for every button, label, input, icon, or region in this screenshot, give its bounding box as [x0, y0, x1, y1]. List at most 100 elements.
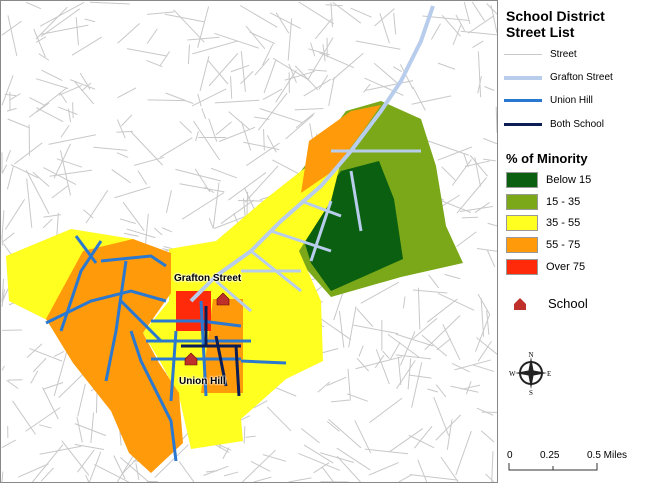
street-segment — [387, 333, 420, 358]
street-segment — [490, 5, 497, 33]
street-segment — [397, 356, 402, 385]
street-segment — [121, 458, 138, 475]
map[interactable]: Grafton Street Union Hill — [0, 0, 498, 483]
street-segment — [321, 466, 334, 482]
street-segment — [411, 362, 423, 408]
street-segment — [469, 155, 488, 177]
street-segment — [450, 385, 479, 393]
street-segment — [79, 72, 91, 90]
union-hill-street — [104, 260, 128, 382]
svg-text:E: E — [547, 370, 551, 378]
street-segment — [472, 364, 495, 372]
class-15-35: 15 - 35 — [506, 194, 580, 210]
street-segment — [146, 28, 158, 45]
street-segment — [471, 1, 485, 22]
street-segment — [460, 30, 497, 36]
grafton-street-main — [189, 5, 435, 303]
street-segment — [253, 476, 272, 482]
class-over-75: Over 75 — [506, 259, 585, 275]
street-segment — [476, 407, 494, 416]
street-segment — [410, 474, 459, 481]
street-segment — [33, 28, 46, 58]
svg-text:N: N — [528, 351, 533, 359]
street-segment — [89, 1, 130, 5]
street-segment — [58, 371, 87, 399]
street-segment — [121, 114, 133, 127]
street-segment — [244, 165, 279, 203]
district-streets — [45, 149, 421, 462]
street-segment — [53, 349, 68, 397]
street-segment — [119, 218, 136, 224]
street-segment — [94, 463, 129, 482]
street-segment — [159, 137, 193, 158]
street-segment — [25, 1, 42, 10]
street-segment — [368, 462, 399, 476]
street-segment — [12, 400, 36, 435]
street-segment — [219, 126, 256, 142]
street-segment — [360, 281, 400, 304]
street-segment — [213, 214, 251, 230]
street-segment — [455, 430, 472, 476]
street-segment — [346, 393, 368, 402]
street-segment — [210, 167, 238, 179]
street-segment — [465, 381, 472, 395]
street-segment — [60, 124, 70, 138]
street-segment — [332, 1, 362, 24]
street-segment — [440, 456, 459, 482]
street-segment — [358, 345, 364, 357]
street-segment — [1, 75, 14, 106]
street-segment — [40, 467, 54, 482]
street-segment — [355, 40, 401, 50]
street-segment — [26, 343, 43, 358]
street-segment — [42, 218, 53, 229]
street-segment — [262, 43, 274, 66]
street-segment — [319, 52, 355, 69]
street-segment — [266, 406, 292, 432]
street-segment — [199, 56, 210, 92]
street-segment — [303, 444, 334, 464]
street-segment — [421, 334, 448, 357]
street-segment — [408, 434, 435, 449]
north-arrow-icon: N S W E — [509, 351, 551, 397]
street-segment — [288, 63, 297, 83]
street-segment — [395, 333, 434, 347]
union-hill-street — [100, 254, 167, 268]
street-segment — [1, 439, 16, 448]
street-segment — [207, 60, 229, 85]
street-segment — [338, 311, 345, 348]
street-segment — [350, 7, 372, 18]
street-segment — [369, 397, 403, 423]
street-segment — [90, 412, 95, 444]
street-segment — [117, 87, 137, 99]
street-segment — [75, 17, 79, 46]
street-segment — [436, 338, 452, 351]
street-segment — [53, 350, 65, 357]
street-segment — [122, 201, 145, 232]
street-segment — [355, 356, 403, 370]
street-segment — [398, 474, 413, 482]
street-segment — [491, 451, 494, 482]
street-segment — [194, 168, 211, 193]
street-segment — [417, 459, 428, 482]
street-segment — [116, 152, 129, 158]
street-segment — [435, 384, 447, 398]
street-segment — [309, 123, 314, 141]
street-segment — [326, 421, 340, 432]
street-segment — [428, 274, 439, 289]
street-segment — [245, 25, 266, 50]
street-segment — [392, 66, 403, 73]
scale-tick-025: 0.25 — [540, 450, 560, 461]
street-segment — [285, 114, 314, 140]
street-segment — [395, 354, 432, 360]
street-segment — [119, 456, 149, 482]
street-segment — [162, 227, 173, 233]
street-segment — [84, 18, 96, 23]
street-segment — [451, 362, 470, 373]
street-segment — [165, 92, 194, 104]
street-segment — [230, 64, 250, 73]
street-segment — [476, 247, 497, 252]
street-segment — [1, 365, 5, 371]
street-segment — [303, 78, 332, 97]
street-segment — [399, 64, 414, 90]
street-segment — [446, 419, 453, 450]
